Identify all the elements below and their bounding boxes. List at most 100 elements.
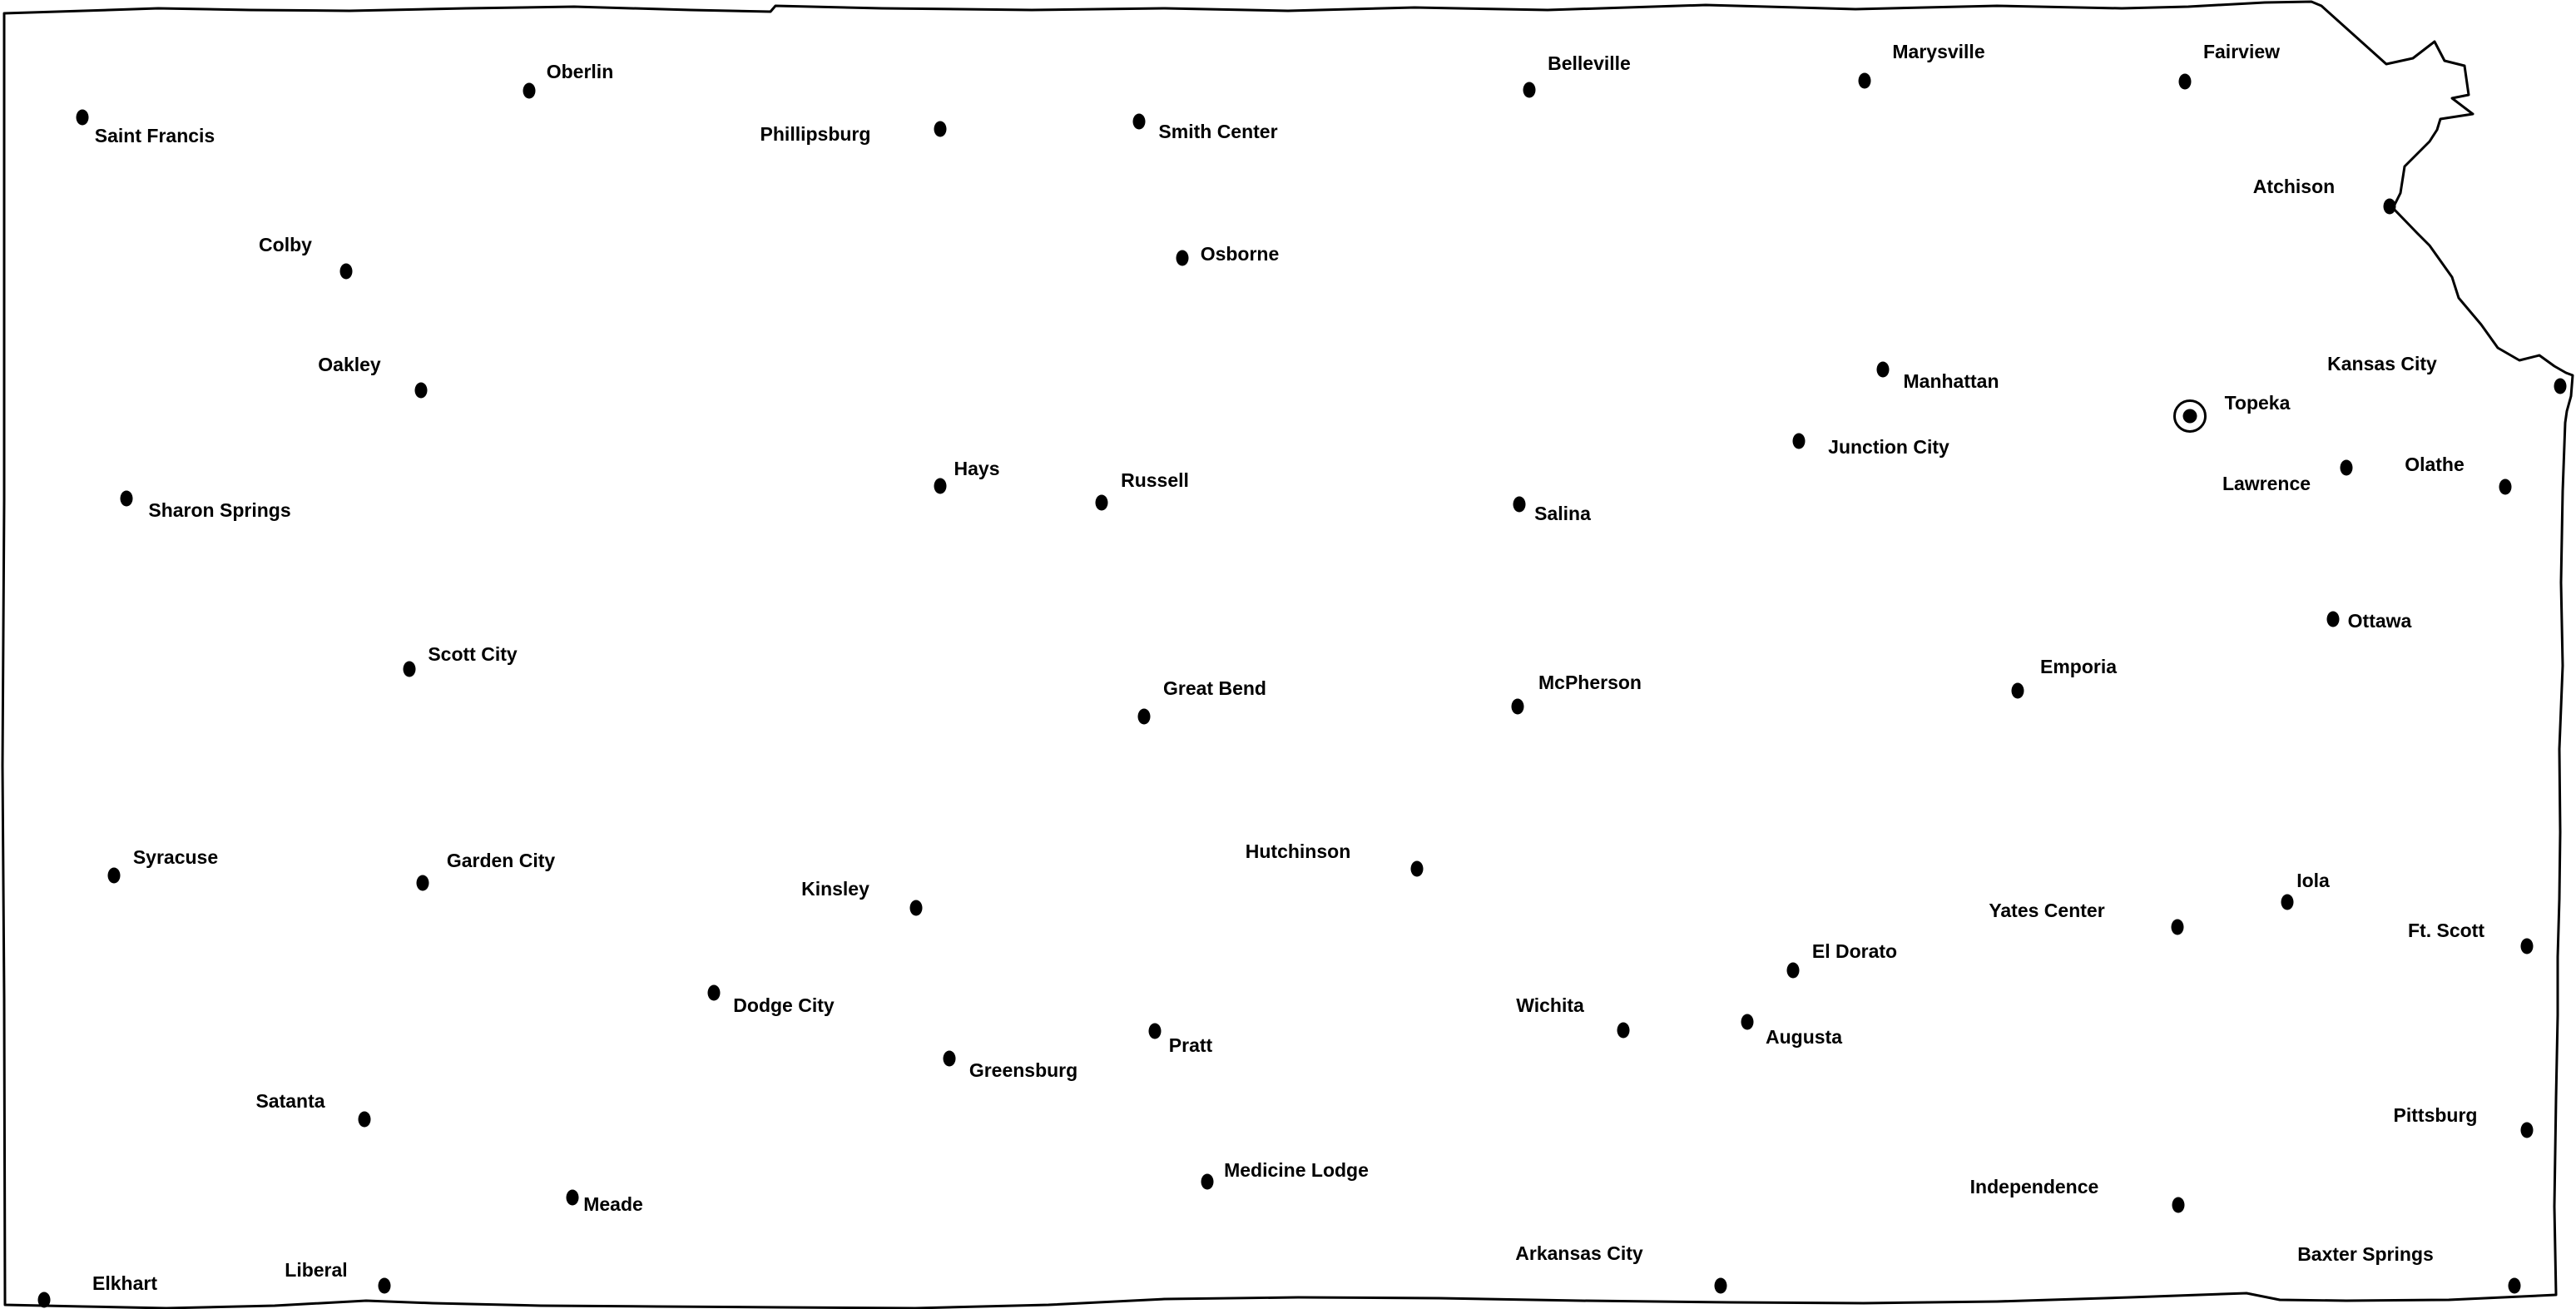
- city-dot-icon: [2172, 1197, 2185, 1213]
- city-elkhart: Elkhart: [37, 1272, 157, 1308]
- city-colby: Colby: [259, 234, 353, 280]
- city-dot-icon: [1201, 1173, 1214, 1190]
- city-hays: Hays: [934, 458, 1000, 494]
- city-oakley: Oakley: [318, 354, 428, 399]
- city-fairview: Fairview: [2178, 41, 2280, 90]
- city-medicine-lodge: Medicine Lodge: [1201, 1159, 1369, 1190]
- city-label: Ft. Scott: [2408, 920, 2484, 941]
- city-label: El Dorato: [1812, 940, 1897, 962]
- city-dot-icon: [1176, 250, 1189, 266]
- city-osborne: Osborne: [1176, 243, 1279, 266]
- city-kansas-city: Kansas City: [2327, 353, 2567, 394]
- city-dot-icon: [1513, 496, 1526, 513]
- city-oberlin: Oberlin: [523, 61, 614, 99]
- city-independence: Independence: [1970, 1176, 2185, 1213]
- city-el-dorato: El Dorato: [1786, 940, 1897, 979]
- city-dot-icon: [934, 478, 947, 494]
- city-label: Oakley: [318, 354, 381, 375]
- city-dot-icon: [2383, 198, 2396, 215]
- city-label: Greensburg: [969, 1059, 1077, 1081]
- city-greensburg: Greensburg: [943, 1050, 1077, 1081]
- city-dot-icon: [2326, 611, 2340, 627]
- city-label: Meade: [583, 1193, 643, 1215]
- city-label: Lawrence: [2222, 473, 2311, 494]
- city-lawrence: Lawrence: [2222, 459, 2353, 494]
- city-dot-icon: [2171, 919, 2184, 935]
- city-junction-city: Junction City: [1792, 433, 1949, 458]
- city-salina: Salina: [1513, 496, 1591, 524]
- city-label: Iola: [2296, 870, 2330, 891]
- city-dot-icon: [1132, 113, 1146, 130]
- city-label: Emporia: [2040, 656, 2117, 677]
- city-garden-city: Garden City: [416, 850, 556, 891]
- city-dot-icon: [1410, 860, 1424, 877]
- city-pittsburg: Pittsburg: [2394, 1104, 2534, 1138]
- city-label: Pittsburg: [2394, 1104, 2478, 1126]
- city-dot-icon: [107, 867, 121, 884]
- city-dot-icon: [37, 1292, 51, 1308]
- city-ft-scott: Ft. Scott: [2408, 920, 2534, 954]
- city-label: Fairview: [2203, 41, 2280, 62]
- city-dodge-city: Dodge City: [707, 984, 835, 1016]
- city-dot-icon: [76, 109, 89, 126]
- city-dot-icon: [1523, 82, 1536, 98]
- city-label: Great Bend: [1163, 677, 1266, 699]
- city-label: Junction City: [1828, 436, 1949, 458]
- city-arkansas-city: Arkansas City: [1515, 1242, 1727, 1294]
- city-dot-icon: [403, 661, 416, 677]
- city-label: Yates Center: [1989, 900, 2104, 921]
- city-dot-icon: [566, 1189, 579, 1206]
- city-label: Scott City: [428, 643, 518, 665]
- city-ottawa: Ottawa: [2326, 610, 2412, 632]
- city-label: Atchison: [2253, 176, 2335, 197]
- city-label: Kansas City: [2327, 353, 2437, 374]
- city-dot-icon: [378, 1277, 391, 1294]
- city-dot-icon: [909, 900, 923, 916]
- city-baxter-springs: Baxter Springs: [2297, 1243, 2521, 1294]
- city-saint-francis: Saint Francis: [76, 109, 215, 146]
- city-dot-icon: [1095, 494, 1108, 511]
- city-label: Phillipsburg: [760, 123, 871, 145]
- city-label: Pratt: [1169, 1034, 1213, 1056]
- city-dot-icon: [934, 121, 947, 137]
- city-dot-icon: [1511, 698, 1524, 715]
- city-dot-icon: [2554, 378, 2567, 394]
- city-label: Oberlin: [547, 61, 614, 82]
- city-label: Hays: [954, 458, 1000, 479]
- city-label: Liberal: [285, 1259, 347, 1281]
- city-manhattan: Manhattan: [1876, 361, 1999, 392]
- city-label: Saint Francis: [95, 125, 215, 146]
- city-russell: Russell: [1095, 469, 1189, 511]
- city-dot-icon: [1792, 433, 1806, 449]
- city-label: Garden City: [447, 850, 556, 871]
- city-dot-icon: [414, 382, 428, 399]
- city-scott-city: Scott City: [403, 643, 518, 677]
- city-label: Belleville: [1548, 52, 1631, 74]
- city-dot-icon: [416, 875, 429, 891]
- city-label: Dodge City: [733, 994, 835, 1016]
- city-label: Topeka: [2225, 392, 2291, 414]
- city-dot-icon: [1137, 708, 1151, 725]
- city-satanta: Satanta: [255, 1090, 371, 1128]
- city-label: Arkansas City: [1515, 1242, 1643, 1264]
- city-kinsley: Kinsley: [801, 878, 923, 916]
- city-dot-icon: [358, 1111, 371, 1128]
- city-topeka: Topeka: [2173, 392, 2291, 433]
- city-hutchinson: Hutchinson: [1246, 840, 1424, 877]
- city-belleville: Belleville: [1523, 52, 1631, 98]
- city-label: Marysville: [1892, 41, 1984, 62]
- city-label: Medicine Lodge: [1224, 1159, 1369, 1181]
- city-phillipsburg: Phillipsburg: [760, 121, 947, 145]
- city-label: Syracuse: [133, 846, 218, 868]
- city-label: Manhattan: [1904, 370, 1999, 392]
- city-liberal: Liberal: [285, 1259, 391, 1294]
- city-meade: Meade: [566, 1189, 643, 1215]
- city-label: Smith Center: [1158, 121, 1277, 142]
- city-label: Olathe: [2405, 454, 2465, 475]
- capital-dot-icon: [2182, 409, 2197, 424]
- city-dot-icon: [2520, 938, 2534, 954]
- city-dot-icon: [707, 984, 721, 1001]
- city-dot-icon: [2178, 73, 2192, 90]
- city-emporia: Emporia: [2011, 656, 2117, 699]
